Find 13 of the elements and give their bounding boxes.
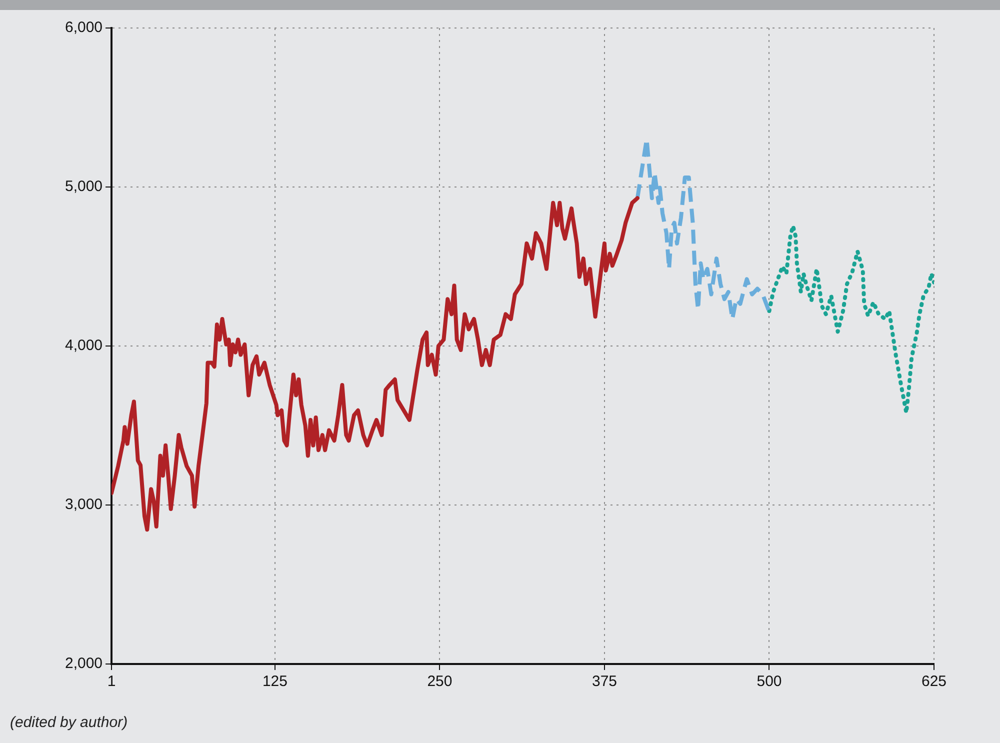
x-tick-label: 375 (592, 673, 618, 690)
x-tick-label: 1 (107, 673, 116, 690)
x-tick-label: 625 (921, 673, 947, 690)
y-tick-label: 4,000 (64, 337, 103, 354)
x-tick-label: 500 (756, 673, 782, 690)
text: (edited by author) (10, 714, 128, 731)
y-tick-label: 6,000 (64, 19, 103, 36)
x-tick-label: 250 (427, 673, 452, 690)
line-series (767, 224, 934, 415)
y-tick-label: 3,000 (64, 496, 103, 514)
x-tick-label: 125 (262, 673, 288, 690)
y-tick-label: 5,000 (64, 178, 103, 196)
y-tick-label: 2,000 (64, 655, 103, 672)
